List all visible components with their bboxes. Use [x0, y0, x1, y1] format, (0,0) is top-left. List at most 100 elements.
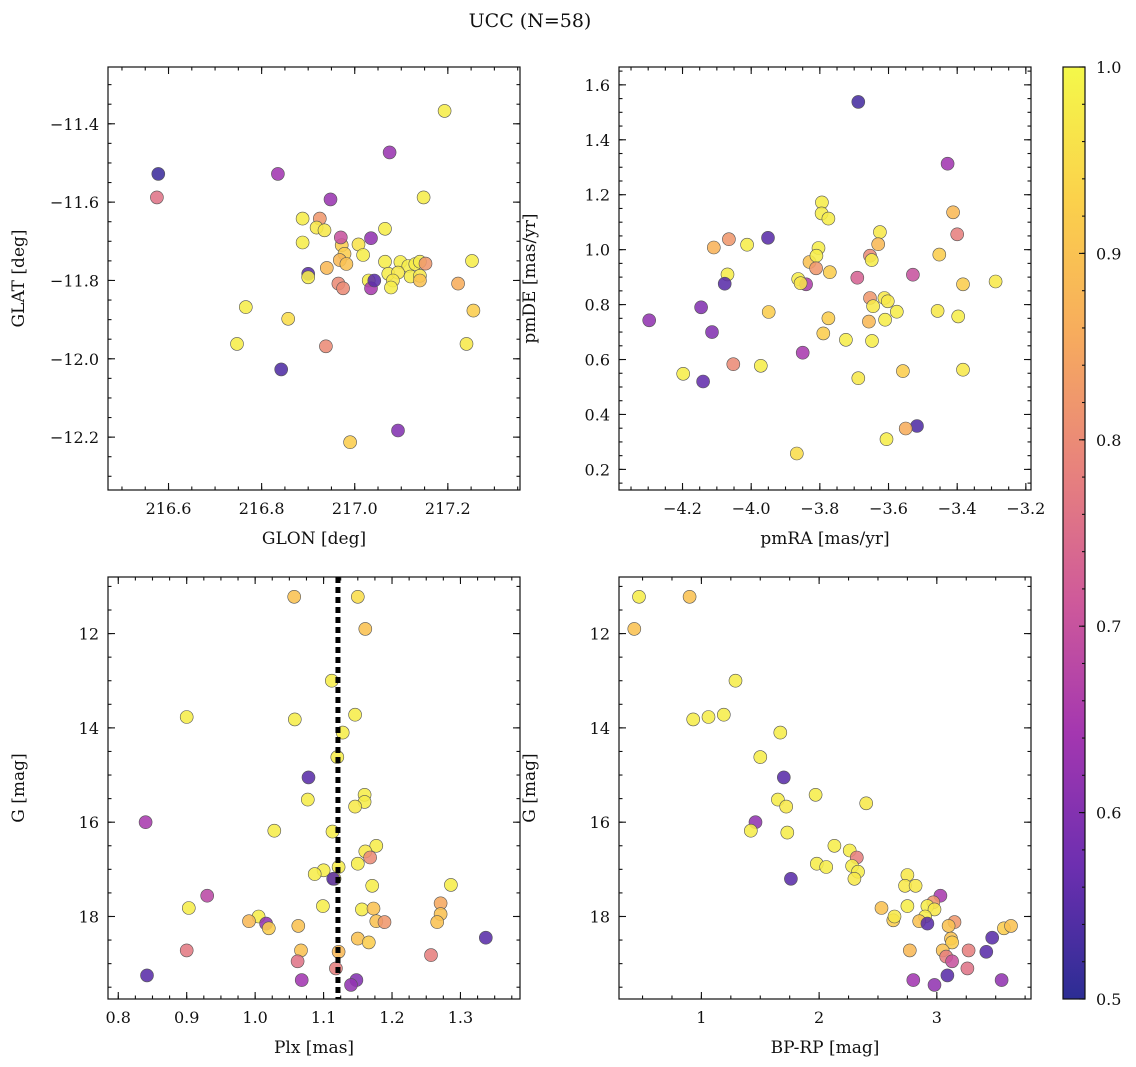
data-point	[701, 710, 716, 724]
x-tick-label: 2	[814, 1008, 824, 1027]
data-point	[319, 261, 334, 275]
data-point	[416, 190, 431, 205]
x-tick-label: 1.2	[379, 1008, 404, 1027]
data-point	[358, 622, 373, 636]
data-point	[945, 954, 959, 969]
data-point	[726, 357, 741, 372]
y-tick-label: 1.2	[585, 186, 610, 205]
axes-frame	[107, 66, 521, 491]
data-point	[761, 231, 775, 245]
y-tick-label: 14	[590, 719, 610, 738]
data-point	[319, 339, 333, 354]
data-point	[418, 256, 433, 271]
data-point	[138, 815, 153, 830]
x-tick-label: 216.8	[239, 499, 285, 518]
data-point	[356, 248, 370, 262]
data-point	[287, 712, 302, 727]
y-tick-label: 0.2	[585, 460, 610, 479]
y-tick-label: 1.6	[585, 76, 610, 95]
data-point	[355, 902, 369, 917]
data-point	[821, 211, 836, 226]
data-point	[676, 366, 691, 381]
x-tick-label: 1.3	[448, 1008, 473, 1027]
data-point	[363, 850, 377, 865]
data-point	[632, 589, 646, 604]
data-point	[864, 253, 879, 267]
y-tick-label: 18	[79, 907, 99, 926]
y-axis-label: GLAT [deg]	[9, 229, 29, 327]
data-point	[413, 273, 427, 288]
data-point	[940, 968, 955, 983]
data-point	[927, 978, 942, 992]
data-point	[951, 309, 966, 324]
data-point	[150, 190, 164, 205]
data-point	[378, 254, 392, 269]
data-point	[200, 888, 214, 903]
data-point	[339, 257, 354, 271]
data-point	[239, 300, 253, 314]
data-point	[348, 799, 362, 814]
y-tick-label: 0.6	[585, 351, 610, 370]
data-point	[301, 770, 316, 785]
data-point	[295, 211, 310, 226]
data-point	[627, 622, 642, 636]
data-point	[808, 787, 823, 802]
x-tick-label: 0.9	[174, 1008, 199, 1027]
data-point	[851, 95, 866, 109]
data-point	[880, 294, 895, 309]
data-point	[773, 725, 788, 740]
data-point	[821, 311, 836, 326]
data-point	[444, 878, 458, 892]
figure-title: UCC (N=58)	[469, 10, 592, 32]
y-axis-label: G [mag]	[9, 753, 29, 822]
data-point	[874, 901, 889, 915]
data-point	[960, 961, 975, 976]
plot-area	[138, 577, 493, 999]
data-point	[956, 277, 970, 292]
x-tick-label: −3.8	[800, 499, 839, 518]
x-tick-label: 217.0	[332, 499, 378, 518]
data-point	[366, 901, 381, 916]
plot-area	[627, 589, 1018, 992]
data-point	[300, 792, 315, 807]
data-point	[694, 300, 708, 315]
data-point	[364, 231, 378, 245]
data-point	[391, 423, 405, 438]
data-point	[822, 265, 837, 280]
data-point	[350, 856, 365, 871]
data-point	[887, 909, 902, 924]
plot-area	[150, 104, 481, 450]
data-point	[317, 223, 332, 238]
data-point	[879, 432, 894, 447]
data-point	[761, 305, 776, 319]
data-point	[179, 943, 194, 958]
colorbar-frame	[1062, 66, 1086, 1000]
data-point	[705, 325, 719, 339]
data-point	[871, 237, 886, 251]
x-tick-label: 1	[696, 1008, 706, 1027]
data-point	[424, 948, 438, 962]
y-tick-label: −11.8	[50, 271, 99, 290]
data-point	[961, 943, 976, 958]
data-point	[988, 274, 1003, 289]
data-point	[850, 270, 865, 285]
data-point	[940, 156, 955, 171]
data-point	[230, 337, 244, 351]
y-tick-label: −12.2	[50, 428, 99, 447]
data-point	[242, 914, 256, 929]
axes-frame	[618, 66, 1032, 491]
x-tick-label: −4.0	[732, 499, 771, 518]
y-axis-label: pmDE [mas/yr]	[520, 213, 540, 343]
data-point	[369, 838, 384, 853]
data-point	[906, 267, 920, 282]
data-point	[459, 337, 474, 351]
x-tick-label: −3.2	[1006, 499, 1045, 518]
y-tick-label: −11.6	[50, 193, 99, 212]
data-point	[706, 240, 721, 255]
y-tick-label: 16	[590, 813, 610, 832]
data-point	[350, 589, 365, 604]
data-point	[343, 435, 357, 450]
colorbar-tick-label: 0.9	[1096, 244, 1121, 263]
data-point	[819, 860, 834, 874]
data-point	[642, 313, 657, 328]
